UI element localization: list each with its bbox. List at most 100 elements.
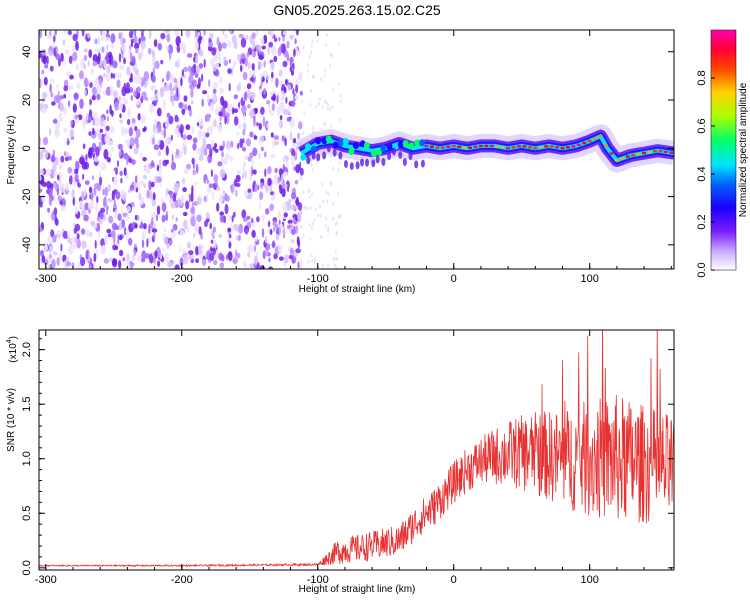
noise-blob: [119, 119, 123, 124]
noise-blob: [183, 103, 188, 112]
noise-blob: [160, 130, 165, 136]
noise-blob: [173, 96, 179, 102]
noise-blob: [51, 101, 56, 106]
noise-blob: [92, 118, 96, 126]
ridge-peak: [506, 147, 511, 150]
noise-blob: [272, 220, 277, 227]
noise-blob: [101, 136, 104, 146]
noise-blob: [338, 161, 341, 166]
noise-blob: [211, 124, 215, 130]
noise-blob: [266, 100, 271, 105]
noise-blob: [327, 228, 330, 233]
noise-blob: [125, 214, 130, 221]
noise-blob: [122, 97, 126, 103]
ridge-peak: [310, 145, 317, 153]
noise-blob: [329, 64, 332, 68]
noise-blob: [67, 166, 73, 174]
noise-blob: [196, 196, 202, 205]
noise-blob: [295, 196, 299, 207]
noise-blob: [209, 148, 213, 158]
noise-blob: [334, 222, 337, 226]
ridge-spread: [387, 152, 392, 160]
noise-blob: [262, 70, 268, 78]
ridge-peak: [522, 145, 527, 148]
noise-blob: [104, 36, 110, 42]
noise-blob: [251, 32, 256, 40]
noise-blob: [141, 80, 144, 87]
noise-blob: [70, 120, 73, 126]
noise-blob: [206, 143, 212, 150]
noise-blob: [283, 86, 287, 94]
ridge-peak: [636, 152, 641, 156]
noise-blob: [74, 114, 79, 120]
snr-scale-base: (x104): [6, 336, 19, 363]
x-tick-label: 100: [581, 574, 599, 586]
noise-blob: [273, 55, 278, 63]
noise-blob: [241, 172, 245, 180]
noise-blob: [43, 76, 48, 86]
noise-blob: [268, 266, 274, 269]
noise-blob: [118, 234, 123, 241]
ridge-spread: [371, 159, 376, 168]
ridge-peak: [663, 150, 668, 154]
noise-blob: [309, 195, 311, 200]
noise-blob: [243, 155, 249, 160]
noise-blob: [80, 228, 86, 235]
noise-blob: [46, 55, 49, 65]
noise-blob: [156, 107, 162, 117]
noise-blob: [188, 65, 192, 73]
noise-blob: [186, 241, 192, 249]
noise-blob: [286, 116, 291, 122]
noise-blob: [198, 118, 204, 127]
ridge-peak: [593, 137, 598, 140]
noise-blob: [256, 216, 260, 223]
noise-blob: [183, 254, 188, 265]
noise-blob: [304, 205, 307, 210]
noise-blob: [271, 240, 276, 249]
noise-blob: [310, 50, 312, 55]
noise-blob: [40, 249, 44, 257]
noise-blob: [332, 201, 335, 206]
y-tick-label: 0: [21, 145, 33, 151]
noise-blob: [43, 243, 49, 253]
noise-blob: [39, 30, 43, 39]
noise-blob: [198, 154, 204, 162]
noise-blob: [96, 195, 99, 204]
noise-blob: [103, 59, 107, 69]
noise-blob: [326, 263, 329, 268]
noise-blob: [101, 46, 105, 53]
noise-blob: [227, 215, 233, 221]
noise-blob: [212, 190, 215, 201]
noise-blob: [266, 122, 270, 129]
noise-blob: [262, 212, 265, 223]
noise-blob: [83, 63, 87, 70]
noise-blob: [270, 30, 274, 38]
noise-blob: [78, 70, 85, 80]
noise-blob: [281, 188, 286, 198]
noise-blob: [84, 88, 87, 98]
noise-blob: [265, 243, 271, 250]
ridge-peak: [457, 145, 462, 148]
noise-blob: [202, 90, 208, 95]
noise-blob: [192, 137, 198, 144]
colorbar-tick-label: 0.2: [696, 214, 708, 229]
noise-blob: [219, 214, 224, 223]
noise-blob: [289, 66, 293, 72]
ridge-peak: [315, 137, 322, 145]
noise-blob: [330, 182, 333, 187]
noise-blob: [162, 98, 166, 110]
noise-blob: [158, 158, 162, 169]
noise-blob: [173, 77, 177, 83]
noise-blob: [243, 113, 246, 122]
noise-blob: [205, 193, 209, 203]
noise-blob: [182, 134, 187, 141]
noise-blob: [330, 53, 333, 58]
ridge-spread: [420, 159, 425, 168]
noise-blob: [244, 190, 248, 196]
noise-blob: [196, 83, 201, 89]
noise-blob: [204, 147, 208, 156]
noise-blob: [161, 202, 167, 213]
noise-blob: [332, 216, 335, 221]
noise-blob: [274, 167, 278, 173]
noise-blob: [331, 105, 334, 109]
